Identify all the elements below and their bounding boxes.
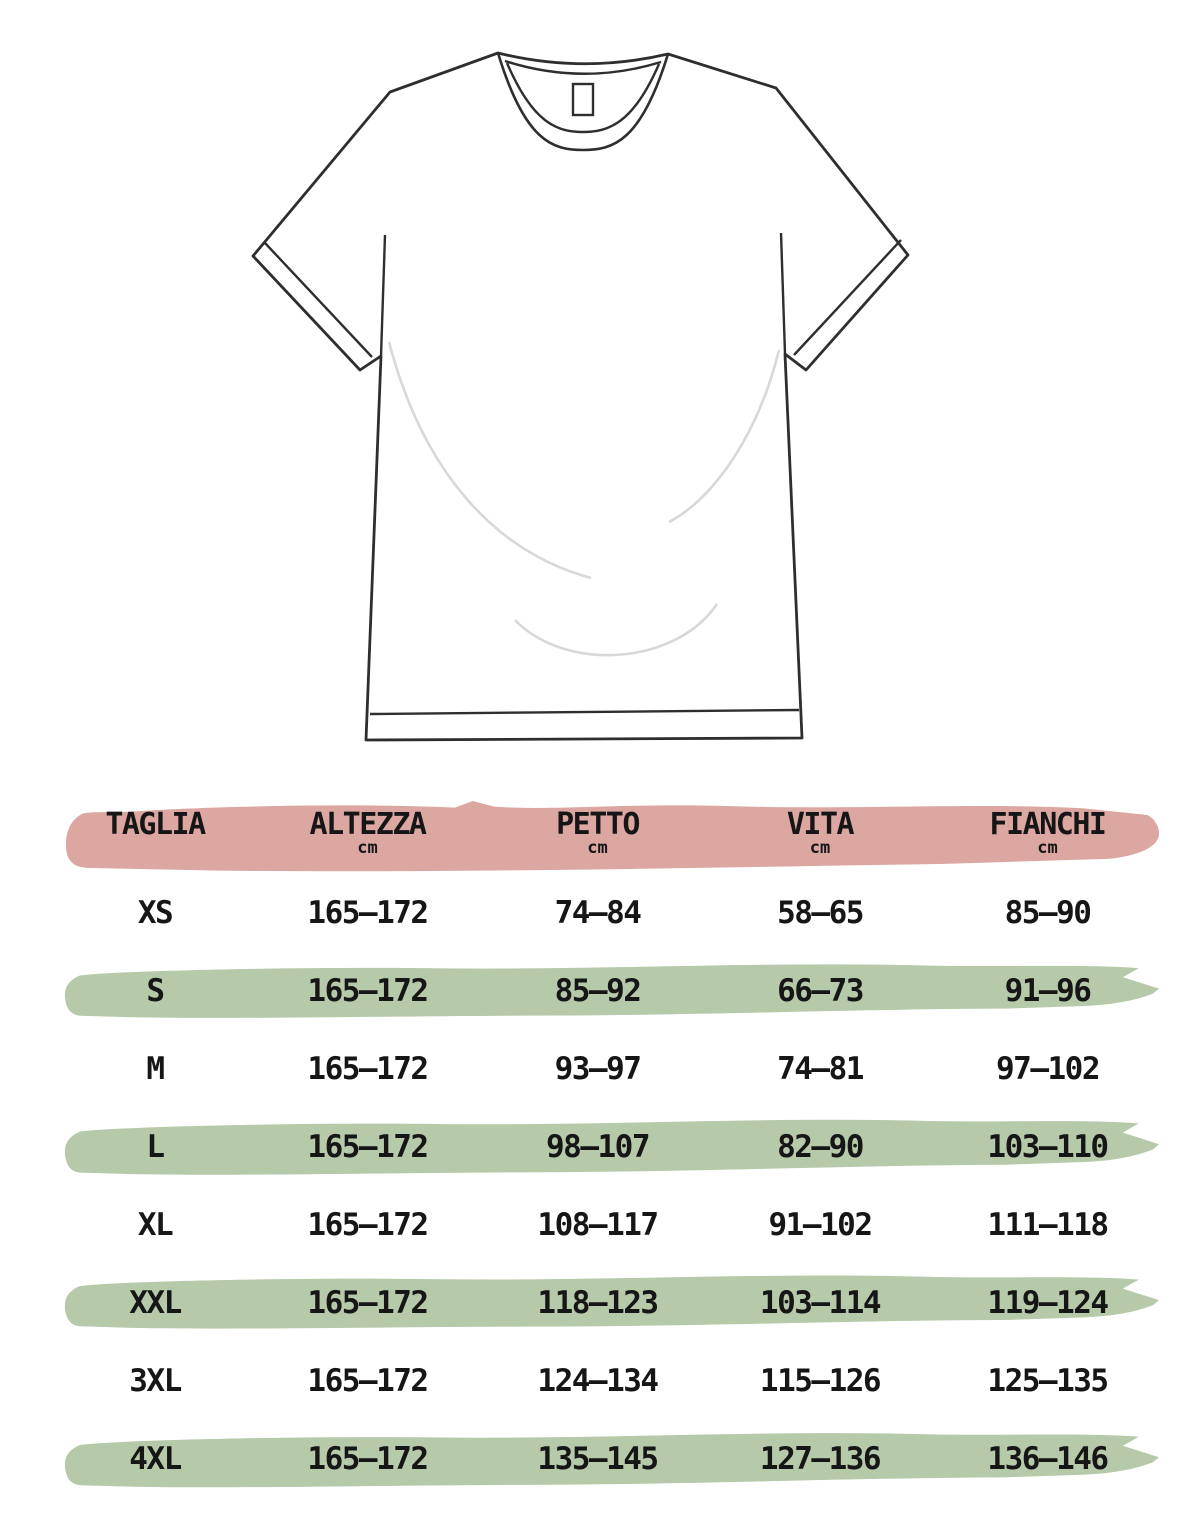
- cell-vita: 82–90: [777, 1129, 864, 1165]
- table-row-xs: XS 165–172 74–84 58–65 85–90: [65, 874, 1160, 952]
- table-row-s: S 165–172 85–92 66–73 91–96: [64, 952, 1160, 1030]
- column-label: VITA: [786, 807, 855, 843]
- tshirt-drawing-svg: [251, 51, 910, 742]
- cell-petto: 118–123: [537, 1285, 659, 1321]
- cell-vita: 58–65: [777, 895, 864, 931]
- cell-altezza: 165–172: [307, 1051, 429, 1087]
- column-header-taglia: TAGLIA: [65, 809, 245, 858]
- cell-fianchi: 85–90: [1004, 895, 1092, 931]
- table-row-3xl: 3XL 165–172 124–134 115–126 125–135: [65, 1342, 1160, 1420]
- column-unit: cm: [809, 837, 831, 858]
- tshirt-cuff-line-left: [264, 242, 373, 358]
- tshirt-collar-rib-inner: [505, 62, 661, 134]
- column-unit: cm: [587, 837, 608, 858]
- cell-altezza: 165–172: [307, 1285, 429, 1321]
- cell-vita: 66–73: [777, 973, 864, 1009]
- cell-taglia: XL: [137, 1207, 174, 1243]
- cell-fianchi: 111–118: [987, 1207, 1109, 1243]
- table-row-xxl: XXL 165–172 118–123 103–114 119–124: [64, 1264, 1160, 1342]
- size-table: TAGLIA ALTEZZA cm PETTO cm VITA cm FIANC…: [64, 793, 1160, 1498]
- cell-fianchi: 136–146: [987, 1441, 1109, 1477]
- cell-petto: 124–134: [537, 1363, 659, 1399]
- cell-fianchi: 97–102: [996, 1051, 1100, 1087]
- tshirt-illustration: [243, 20, 953, 765]
- cell-altezza: 165–172: [307, 1207, 429, 1243]
- column-label: TAGLIA: [105, 807, 206, 843]
- cell-taglia: L: [146, 1129, 165, 1165]
- table-header-row: TAGLIA ALTEZZA cm PETTO cm VITA cm FIANC…: [65, 793, 1160, 874]
- column-label: ALTEZZA: [309, 807, 427, 843]
- tshirt-side-seam-left: [379, 234, 387, 357]
- table-row-m: M 165–172 93–97 74–81 97–102: [65, 1030, 1160, 1108]
- cell-altezza: 165–172: [307, 1129, 429, 1165]
- cell-taglia: M: [146, 1051, 165, 1087]
- column-header-fianchi: FIANCHI cm: [935, 809, 1160, 858]
- cell-petto: 98–107: [546, 1129, 650, 1165]
- table-row-xl: XL 165–172 108–117 91–102 111–118: [65, 1186, 1160, 1264]
- cell-vita: 91–102: [768, 1207, 873, 1243]
- cell-taglia: 3XL: [129, 1363, 182, 1399]
- tshirt-side-seam-right: [779, 232, 787, 355]
- tshirt-fold-line-right: [668, 349, 781, 524]
- cell-taglia: XXL: [129, 1285, 182, 1321]
- cell-petto: 74–84: [554, 895, 642, 931]
- cell-fianchi: 91–96: [1004, 973, 1092, 1009]
- cell-vita: 115–126: [759, 1363, 882, 1399]
- tshirt-fold-line-bottom: [514, 603, 719, 657]
- column-unit: cm: [357, 837, 378, 858]
- cell-fianchi: 125–135: [987, 1363, 1109, 1399]
- column-unit: cm: [1037, 837, 1058, 858]
- cell-vita: 74–81: [777, 1051, 864, 1087]
- column-label: FIANCHI: [989, 807, 1107, 843]
- column-label: PETTO: [556, 807, 640, 843]
- cell-fianchi: 103–110: [987, 1129, 1109, 1165]
- cell-taglia: XS: [137, 895, 174, 931]
- tshirt-cuff-line-right: [793, 239, 902, 356]
- cell-petto: 135–145: [537, 1441, 659, 1477]
- table-row-l: L 165–172 98–107 82–90 103–110: [64, 1108, 1160, 1186]
- tshirt-collar-rib-outer: [496, 52, 670, 152]
- cell-vita: 103–114: [759, 1285, 882, 1321]
- cell-petto: 85–92: [554, 973, 642, 1009]
- tshirt-fold-line-left: [387, 341, 592, 580]
- column-header-altezza: ALTEZZA cm: [245, 809, 490, 858]
- tshirt-collar-back-seam: [504, 59, 662, 75]
- tshirt-hem-line: [369, 708, 800, 716]
- column-header-vita: VITA cm: [705, 809, 935, 858]
- column-header-petto: PETTO cm: [490, 809, 705, 858]
- tshirt-neck-tag: [571, 82, 595, 117]
- cell-altezza: 165–172: [307, 1363, 429, 1399]
- cell-altezza: 165–172: [307, 895, 429, 931]
- cell-taglia: S: [146, 973, 165, 1009]
- cell-vita: 127–136: [759, 1441, 882, 1477]
- cell-fianchi: 119–124: [987, 1285, 1109, 1321]
- cell-taglia: 4XL: [129, 1441, 182, 1477]
- cell-altezza: 165–172: [307, 1441, 429, 1477]
- table-row-4xl: 4XL 165–172 135–145 127–136 136–146: [64, 1420, 1160, 1498]
- cell-petto: 108–117: [537, 1207, 659, 1243]
- cell-altezza: 165–172: [307, 973, 429, 1009]
- cell-petto: 93–97: [554, 1051, 642, 1087]
- tshirt-body-outline: [251, 51, 910, 742]
